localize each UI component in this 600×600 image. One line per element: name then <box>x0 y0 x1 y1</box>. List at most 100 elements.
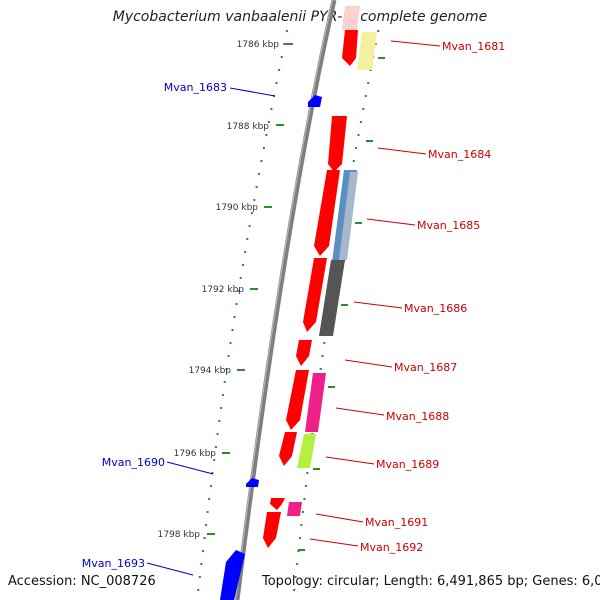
scale-dot <box>235 303 238 305</box>
label-leader <box>366 218 416 226</box>
scale-dot <box>306 472 309 474</box>
cog-bar <box>297 434 316 468</box>
scale-dot <box>357 134 360 136</box>
gene-label-mvan-1684[interactable]: Mvan_1684 <box>428 148 491 161</box>
scale-dot <box>362 108 365 110</box>
tick-mark <box>222 452 230 454</box>
scale-dot <box>270 108 273 110</box>
scale-dot <box>359 121 362 123</box>
scale-dot <box>225 368 228 370</box>
scale-dot <box>283 43 286 45</box>
scale-dot <box>267 121 270 123</box>
gene-label-mvan-1691[interactable]: Mvan_1691 <box>365 516 428 529</box>
gene-arrow-mvan-1684[interactable] <box>328 116 347 172</box>
scale-dot <box>206 511 209 513</box>
scale-dot <box>262 147 265 149</box>
label-leader <box>377 147 427 155</box>
label-leader <box>315 513 364 523</box>
gene-label-mvan-1690[interactable]: Mvan_1690 <box>102 456 165 469</box>
gene-arrow-mvan-1683[interactable] <box>308 95 322 107</box>
scale-dot <box>352 160 355 162</box>
tick-mark <box>250 288 258 290</box>
label-leader <box>390 40 441 47</box>
gene-label-mvan-1686[interactable]: Mvan_1686 <box>404 302 467 315</box>
scale-dot <box>258 173 260 175</box>
map-title: Mycobacterium vanbaalenii PYR-1, complet… <box>112 9 488 25</box>
label-leader <box>335 407 385 416</box>
scale-dot <box>209 485 212 487</box>
gene-arrow-mvan-1690[interactable] <box>246 478 259 487</box>
scale-dot <box>299 537 301 539</box>
gene-label-mvan-1689[interactable]: Mvan_1689 <box>376 458 439 471</box>
scale-dot <box>319 368 322 370</box>
tick-mark <box>313 468 320 470</box>
tick-label: 1794 kbp <box>189 366 232 376</box>
label-leader <box>229 87 276 97</box>
tick-mark <box>378 57 385 59</box>
scale-dot <box>300 524 303 526</box>
scale-dot <box>211 472 214 474</box>
gene-arrow-mvan-1689[interactable] <box>279 432 297 466</box>
scale-dot <box>294 576 297 578</box>
scale-dot <box>304 485 307 487</box>
scale-dot <box>278 69 281 71</box>
gene-arrow-mvan-1685[interactable] <box>314 170 340 256</box>
scale-dot <box>198 576 201 578</box>
label-leader <box>353 301 403 309</box>
topology-text: Topology: circular; Length: 6,491,865 bp… <box>262 574 600 589</box>
scale-dot <box>221 394 224 396</box>
gene-arrow-mvan-1691[interactable] <box>270 498 285 510</box>
scale-dot <box>293 589 296 591</box>
scale-dots <box>197 30 380 591</box>
scale-dot <box>275 82 278 84</box>
gene-label-mvan-1688[interactable]: Mvan_1688 <box>386 410 449 423</box>
scale-dot <box>220 407 223 409</box>
gene-label-mvan-1692[interactable]: Mvan_1692 <box>360 541 423 554</box>
gene-arrow-mvan-1681[interactable] <box>342 30 358 66</box>
scale-dot <box>244 251 247 253</box>
genome-backbone <box>234 0 337 600</box>
forward-genes <box>263 30 358 548</box>
scale-dot <box>323 342 326 344</box>
scale-dot <box>367 82 370 84</box>
scale-dot <box>260 160 263 162</box>
gene-arrow-mvan-1692[interactable] <box>263 512 281 548</box>
scale-dot <box>208 498 211 500</box>
scale-dot <box>377 30 380 32</box>
cog-bar <box>357 32 377 70</box>
scale-dot <box>233 316 236 318</box>
label-leader <box>146 562 194 576</box>
tick-mark <box>341 304 348 306</box>
tick-mark <box>285 43 293 45</box>
scale-dot <box>246 238 249 240</box>
gene-label-mvan-1693[interactable]: Mvan_1693 <box>82 557 145 570</box>
scale-dot <box>213 459 216 461</box>
gene-label-mvan-1687[interactable]: Mvan_1687 <box>394 361 457 374</box>
cog-bar <box>339 172 358 260</box>
gene-label-mvan-1681[interactable]: Mvan_1681 <box>442 40 505 53</box>
tick-label: 1790 kbp <box>216 203 259 213</box>
scale-dot <box>265 134 268 136</box>
accession-text: Accession: NC_008726 <box>8 574 156 589</box>
gene-arrow-mvan-1688[interactable] <box>286 370 309 430</box>
tick-mark <box>298 549 305 551</box>
scale-dot <box>374 43 377 45</box>
scale-dot <box>229 342 232 344</box>
gene-arrow-mvan-1693[interactable] <box>220 550 245 600</box>
scale-dot <box>321 355 324 357</box>
scale-ticks: 1786 kbp 1788 kbp 1790 kbp 1792 kbp 1794… <box>158 40 385 551</box>
tick-mark <box>355 222 362 224</box>
gene-label-mvan-1683[interactable]: Mvan_1683 <box>164 81 227 94</box>
gene-arrow-mvan-1686[interactable] <box>303 258 327 332</box>
forward-gene-labels: Mvan_1681 Mvan_1684 Mvan_1685 Mvan_1686 … <box>309 40 505 554</box>
scale-dot <box>223 381 226 383</box>
scale-dot <box>218 420 221 422</box>
scale-dot <box>303 498 306 500</box>
tick-label: 1788 kbp <box>227 122 270 132</box>
gene-arrow-mvan-1687[interactable] <box>296 340 312 366</box>
label-leader <box>325 456 375 465</box>
gene-label-mvan-1685[interactable]: Mvan_1685 <box>417 219 480 232</box>
tick-mark <box>207 533 215 535</box>
scale-dot <box>355 147 358 149</box>
tick-mark <box>328 386 335 388</box>
